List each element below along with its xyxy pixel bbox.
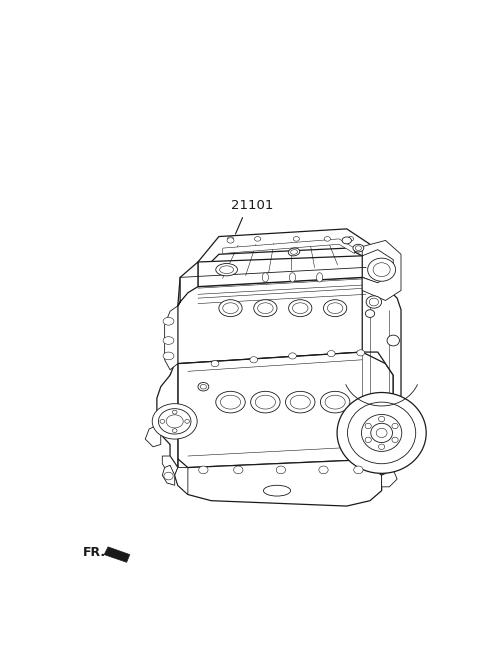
Ellipse shape <box>392 423 398 428</box>
Ellipse shape <box>264 485 290 496</box>
Ellipse shape <box>250 357 258 363</box>
Ellipse shape <box>211 361 219 367</box>
Polygon shape <box>175 460 382 506</box>
Ellipse shape <box>371 423 393 443</box>
Ellipse shape <box>368 258 396 281</box>
Ellipse shape <box>365 423 372 428</box>
Ellipse shape <box>357 350 365 356</box>
Ellipse shape <box>324 237 330 241</box>
Ellipse shape <box>185 419 190 423</box>
Ellipse shape <box>216 392 245 413</box>
Ellipse shape <box>172 428 177 432</box>
Ellipse shape <box>199 466 208 474</box>
Polygon shape <box>145 425 161 447</box>
Ellipse shape <box>319 466 328 474</box>
Ellipse shape <box>361 415 402 451</box>
Polygon shape <box>162 456 178 475</box>
Polygon shape <box>223 239 355 253</box>
Ellipse shape <box>365 310 375 318</box>
Ellipse shape <box>276 466 286 474</box>
Ellipse shape <box>373 263 390 277</box>
Polygon shape <box>198 229 370 275</box>
Polygon shape <box>178 262 198 306</box>
Ellipse shape <box>158 409 191 434</box>
Ellipse shape <box>163 352 174 359</box>
Ellipse shape <box>254 300 277 317</box>
Polygon shape <box>170 352 393 468</box>
Ellipse shape <box>262 273 268 282</box>
Ellipse shape <box>365 437 372 443</box>
Ellipse shape <box>166 415 183 428</box>
Ellipse shape <box>293 237 300 241</box>
Ellipse shape <box>337 392 426 474</box>
Polygon shape <box>178 277 385 363</box>
Ellipse shape <box>255 395 276 409</box>
Ellipse shape <box>216 264 238 276</box>
Ellipse shape <box>327 303 343 314</box>
Ellipse shape <box>387 335 399 346</box>
Ellipse shape <box>325 395 345 409</box>
Ellipse shape <box>292 303 308 314</box>
Ellipse shape <box>254 237 261 241</box>
Ellipse shape <box>286 392 315 413</box>
Ellipse shape <box>321 392 350 413</box>
Text: FR.: FR. <box>83 546 107 559</box>
Ellipse shape <box>379 417 385 422</box>
Ellipse shape <box>172 410 177 414</box>
Ellipse shape <box>354 466 363 474</box>
Ellipse shape <box>376 428 387 438</box>
Ellipse shape <box>290 395 311 409</box>
Ellipse shape <box>223 303 238 314</box>
Ellipse shape <box>163 337 174 344</box>
Ellipse shape <box>369 298 379 306</box>
Polygon shape <box>362 277 401 479</box>
Ellipse shape <box>392 437 398 443</box>
Ellipse shape <box>152 403 197 439</box>
Ellipse shape <box>342 237 351 244</box>
Polygon shape <box>382 470 397 487</box>
Ellipse shape <box>234 466 243 474</box>
Ellipse shape <box>348 402 416 464</box>
Ellipse shape <box>200 384 206 389</box>
Ellipse shape <box>288 353 296 359</box>
Polygon shape <box>362 240 401 300</box>
Ellipse shape <box>327 350 335 357</box>
Ellipse shape <box>316 273 323 282</box>
Ellipse shape <box>198 382 209 391</box>
Polygon shape <box>157 363 178 468</box>
Ellipse shape <box>289 273 296 282</box>
Polygon shape <box>198 256 362 287</box>
Ellipse shape <box>290 250 298 255</box>
Ellipse shape <box>379 444 385 449</box>
Ellipse shape <box>228 237 234 241</box>
Ellipse shape <box>220 266 234 274</box>
Ellipse shape <box>353 244 364 252</box>
Polygon shape <box>104 547 130 562</box>
Ellipse shape <box>348 237 354 241</box>
Text: 21101: 21101 <box>231 199 274 213</box>
Ellipse shape <box>288 248 300 256</box>
Ellipse shape <box>324 300 347 317</box>
Polygon shape <box>175 468 188 495</box>
Ellipse shape <box>220 395 240 409</box>
Ellipse shape <box>163 318 174 325</box>
Ellipse shape <box>219 300 242 317</box>
Ellipse shape <box>258 303 273 314</box>
Ellipse shape <box>288 300 312 317</box>
Ellipse shape <box>160 419 165 423</box>
Polygon shape <box>162 465 175 485</box>
Ellipse shape <box>251 392 280 413</box>
Ellipse shape <box>355 246 361 251</box>
Ellipse shape <box>164 472 173 480</box>
Ellipse shape <box>227 237 234 243</box>
Polygon shape <box>165 306 178 370</box>
Ellipse shape <box>366 296 382 308</box>
